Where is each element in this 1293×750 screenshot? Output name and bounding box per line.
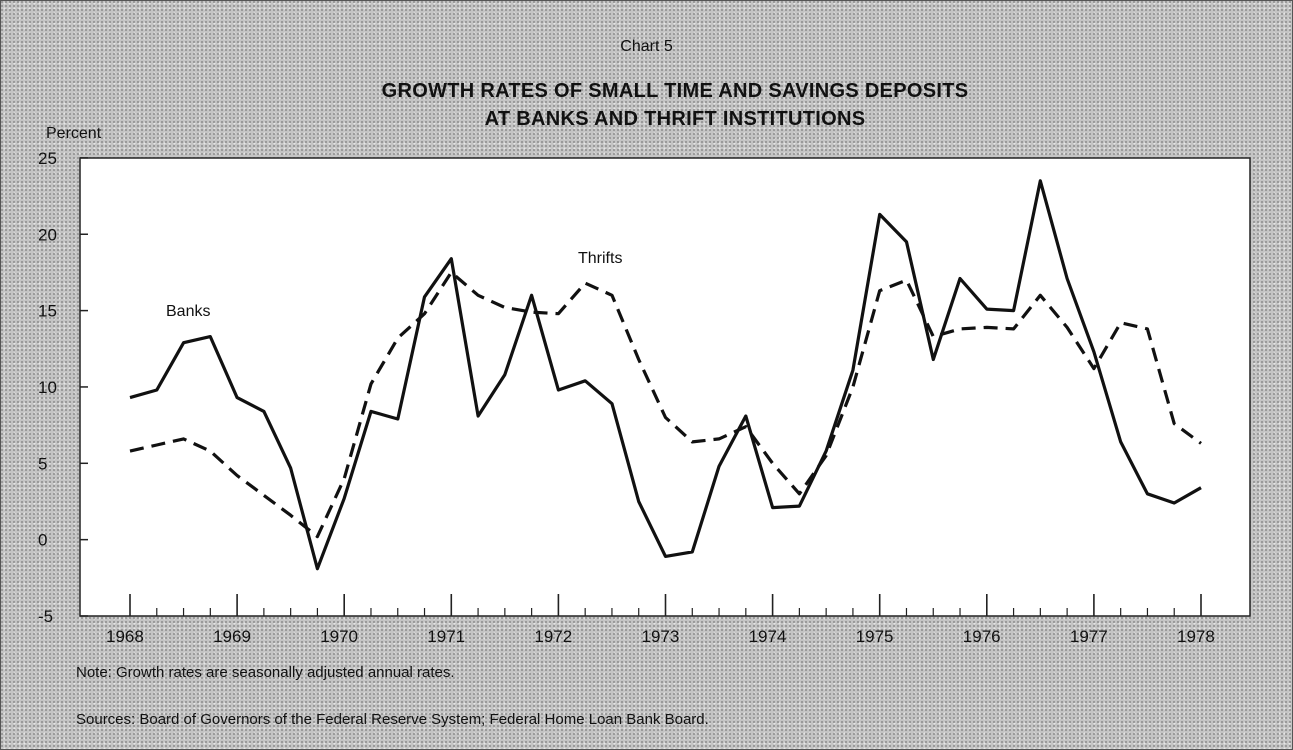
- series-label-banks: Banks: [166, 303, 210, 320]
- y-axis-label: Percent: [46, 125, 102, 142]
- x-tick-label: 1974: [749, 627, 787, 646]
- y-tick-label: 25: [38, 149, 57, 168]
- series-line-banks: [129, 179, 1202, 571]
- series-label-thrifts: Thrifts: [578, 250, 622, 267]
- y-tick-label: 10: [38, 378, 57, 397]
- x-axis: 1968 1969 1970 1971 1972 1973 1974 1975 1976 1977…: [106, 594, 1215, 646]
- chart-number: Chart 5: [620, 38, 673, 55]
- series-line-thrifts: [129, 270, 1202, 539]
- x-tick-label: 1975: [856, 627, 894, 646]
- y-axis: 25 20 15 10 5 0 -5: [38, 149, 88, 626]
- y-tick-label: 20: [38, 225, 57, 244]
- x-tick-label: 1971: [427, 627, 465, 646]
- chart-title-line-2: AT BANKS AND THRIFT INSTITUTIONS: [484, 108, 866, 130]
- y-tick-label: 15: [38, 302, 57, 321]
- x-tick-label: 1968: [106, 627, 144, 646]
- y-tick-label: 0: [38, 531, 47, 550]
- x-tick-label: 1977: [1070, 627, 1108, 646]
- chart-note: Note: Growth rates are seasonally adjust…: [76, 664, 455, 681]
- chart-sources: Sources: Board of Governors of the Feder…: [76, 711, 709, 728]
- plot-area: [79, 157, 1251, 617]
- y-tick-label: -5: [38, 607, 53, 626]
- chart-title-line-1: GROWTH RATES OF SMALL TIME AND SAVINGS D…: [381, 80, 969, 102]
- x-tick-label: 1970: [320, 627, 358, 646]
- x-tick-label: 1969: [213, 627, 251, 646]
- x-tick-label: 1976: [963, 627, 1001, 646]
- series-lines: [129, 179, 1202, 571]
- y-tick-label: 5: [38, 454, 47, 473]
- x-tick-label: 1978: [1177, 627, 1215, 646]
- x-tick-label: 1973: [642, 627, 680, 646]
- x-tick-label: 1972: [534, 627, 572, 646]
